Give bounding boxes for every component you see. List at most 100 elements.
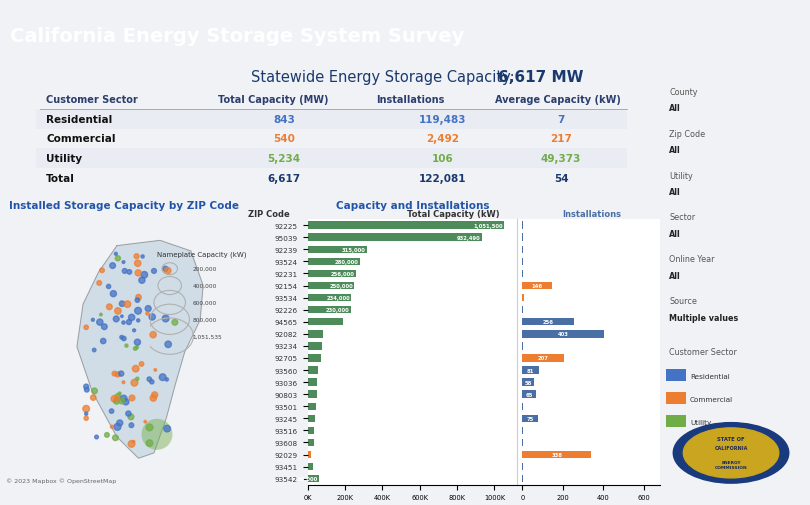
Bar <box>308 463 313 471</box>
Text: Sector: Sector <box>669 213 695 222</box>
Point <box>108 395 121 403</box>
Bar <box>308 307 351 314</box>
Point <box>87 394 100 402</box>
Bar <box>36 110 627 130</box>
Bar <box>36 149 627 169</box>
Text: 58: 58 <box>525 380 532 385</box>
Text: 234,000: 234,000 <box>326 295 350 300</box>
Bar <box>308 415 315 422</box>
Bar <box>522 451 591 459</box>
Point <box>79 415 92 423</box>
Text: Installations: Installations <box>377 95 445 105</box>
Bar <box>308 475 319 482</box>
Text: Total Capacity (MW): Total Capacity (MW) <box>218 95 328 105</box>
Point <box>118 267 131 275</box>
Point <box>96 337 109 345</box>
Point <box>115 333 128 341</box>
Point <box>93 319 106 327</box>
Point <box>142 305 155 313</box>
Text: 6,617: 6,617 <box>267 173 301 183</box>
Point <box>79 405 92 413</box>
Bar <box>522 367 539 374</box>
Text: 315,000: 315,000 <box>341 247 365 252</box>
Text: Nameplate Capacity (kW): Nameplate Capacity (kW) <box>157 250 246 257</box>
Point <box>109 250 122 258</box>
Bar <box>308 342 322 350</box>
Point <box>95 311 108 319</box>
Bar <box>666 416 685 427</box>
Point <box>102 283 115 291</box>
Point <box>159 265 172 273</box>
Text: 256: 256 <box>543 320 554 325</box>
Point <box>88 387 101 395</box>
Text: Commercial: Commercial <box>690 396 733 402</box>
Point <box>122 318 135 326</box>
Text: 75: 75 <box>526 416 534 421</box>
Point <box>120 342 133 350</box>
Bar <box>522 282 552 290</box>
Point <box>98 323 111 331</box>
Bar <box>522 318 574 326</box>
Text: All: All <box>669 272 681 281</box>
Text: All: All <box>669 188 681 197</box>
Point <box>130 252 143 261</box>
Polygon shape <box>77 241 203 459</box>
Text: 1,051,535: 1,051,535 <box>193 334 222 339</box>
Text: © 2023 Mapbox © OpenStreetMap: © 2023 Mapbox © OpenStreetMap <box>6 477 117 483</box>
Text: Residential: Residential <box>690 373 730 379</box>
Bar <box>522 415 538 422</box>
Bar <box>522 391 535 398</box>
Point <box>131 338 144 346</box>
Text: Utility: Utility <box>669 171 693 180</box>
Point <box>136 253 149 261</box>
Text: CALIFORNIA: CALIFORNIA <box>714 445 748 450</box>
Text: 600,000: 600,000 <box>193 300 216 306</box>
Point <box>156 373 169 381</box>
Point <box>127 438 140 446</box>
Point <box>125 421 138 429</box>
Point <box>96 267 109 275</box>
Bar <box>308 222 504 229</box>
Text: Utility: Utility <box>46 154 83 164</box>
Point <box>145 378 158 386</box>
Point <box>119 398 132 406</box>
Point <box>109 434 122 442</box>
Text: 932,490: 932,490 <box>457 235 480 240</box>
Text: Multiple values: Multiple values <box>669 314 739 322</box>
Point <box>90 433 103 441</box>
Text: Residential: Residential <box>46 115 113 124</box>
Text: 65: 65 <box>526 392 533 397</box>
Point <box>148 391 161 399</box>
Text: Installed Storage Capacity by ZIP Code: Installed Storage Capacity by ZIP Code <box>9 201 239 211</box>
Point <box>141 310 154 318</box>
Text: 7: 7 <box>557 115 565 124</box>
Text: ENERGY
COMMISSION: ENERGY COMMISSION <box>714 460 748 469</box>
Point <box>79 383 92 391</box>
Point <box>121 300 134 309</box>
Point <box>87 346 100 355</box>
Point <box>126 394 139 402</box>
Point <box>116 313 129 321</box>
Point <box>161 267 174 275</box>
Bar <box>308 270 356 278</box>
Point <box>79 410 92 418</box>
Bar <box>308 294 352 302</box>
Point <box>139 418 151 426</box>
Point <box>107 290 120 298</box>
Text: 6,617 MW: 6,617 MW <box>498 70 584 85</box>
Point <box>132 269 145 277</box>
Bar <box>308 234 482 241</box>
Text: California Energy Storage System Survey: California Energy Storage System Survey <box>10 27 464 46</box>
Text: Customer Sector: Customer Sector <box>669 347 737 356</box>
Text: Source: Source <box>669 296 697 306</box>
Bar <box>308 367 318 374</box>
Point <box>129 345 142 353</box>
Point <box>143 424 156 432</box>
Bar <box>666 392 685 404</box>
Text: Statewide Energy Storage Capacity:: Statewide Energy Storage Capacity: <box>251 70 519 85</box>
Point <box>117 259 130 267</box>
Text: Total Capacity (kW): Total Capacity (kW) <box>407 210 500 219</box>
Point <box>112 255 125 263</box>
Bar <box>308 318 343 326</box>
Text: STATE OF: STATE OF <box>717 436 745 441</box>
